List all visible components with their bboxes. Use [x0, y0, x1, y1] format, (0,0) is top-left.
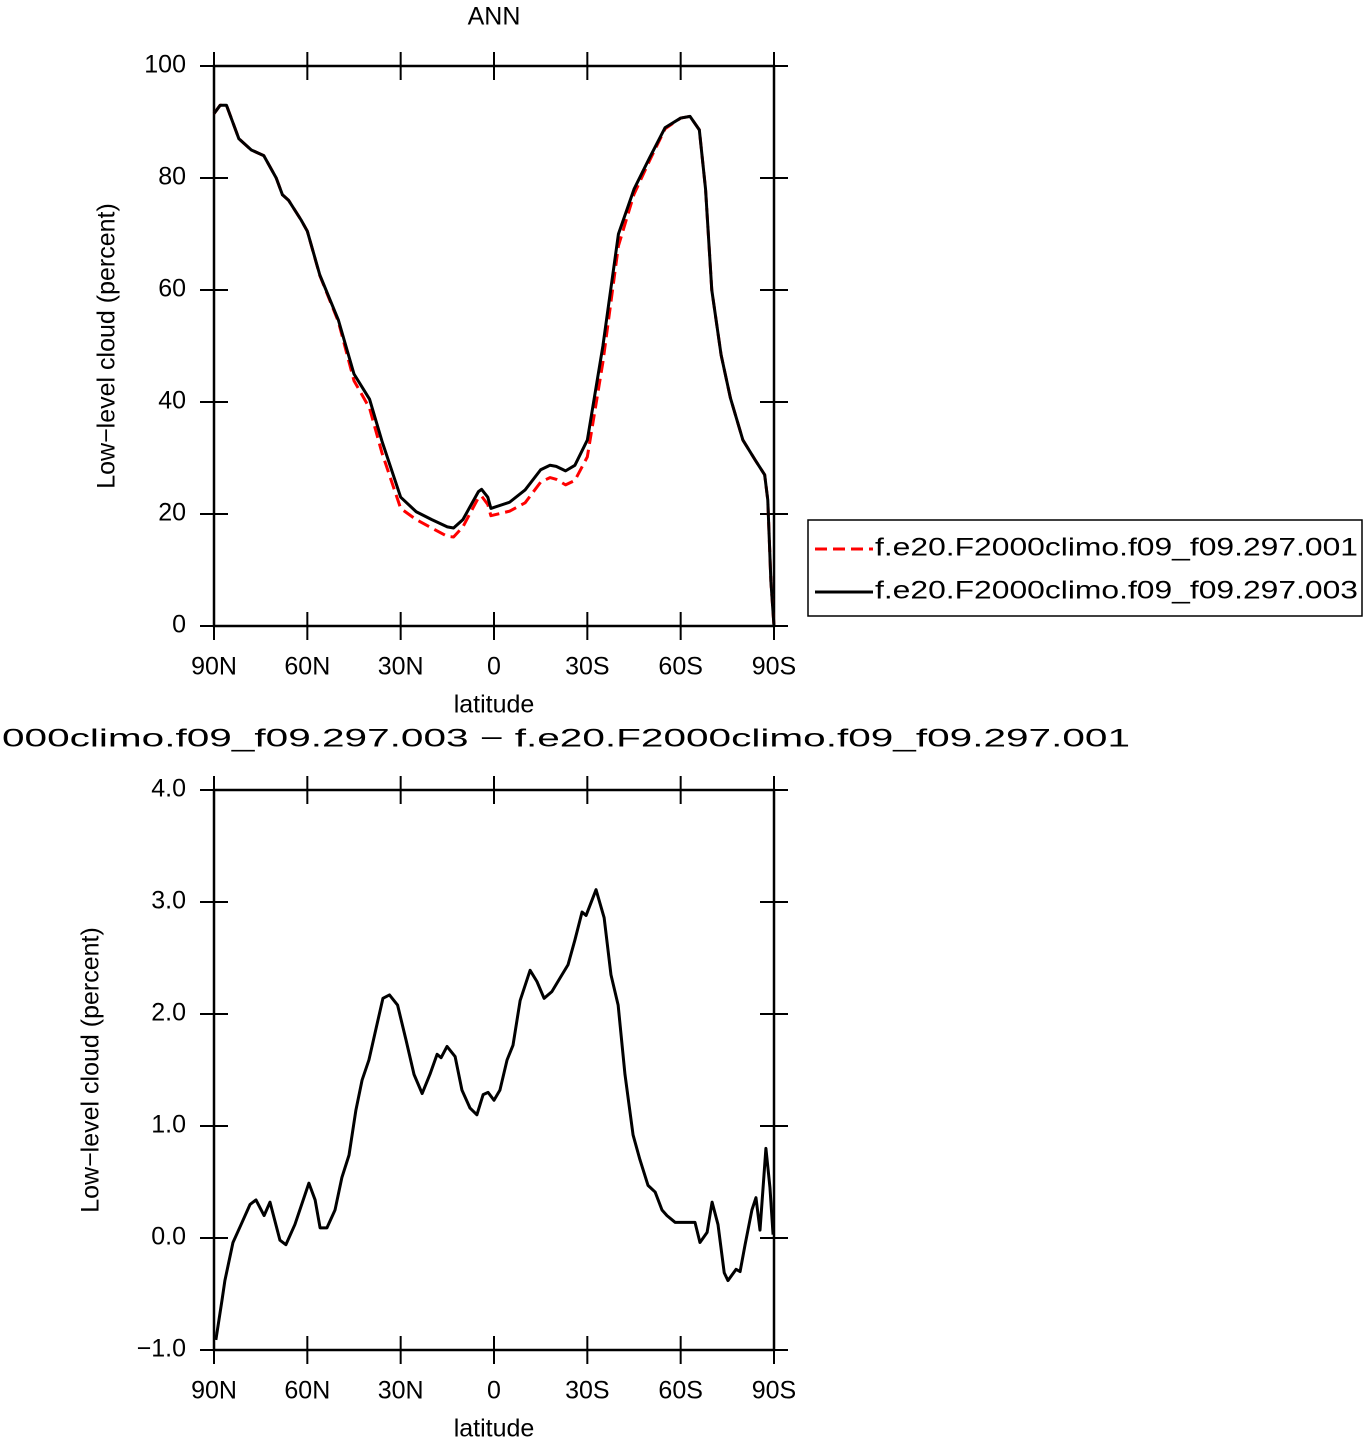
x-tick-label: 30N [378, 653, 424, 681]
y-axis-label: Low−level cloud (percent) [93, 203, 121, 489]
x-tick-label: 30N [378, 1377, 424, 1405]
y-tick-label: 3.0 [151, 887, 186, 915]
y-tick-label: 20 [158, 499, 186, 527]
x-tick-label: 60N [284, 1377, 330, 1405]
x-axis-label: latitude [454, 691, 535, 719]
x-tick-label: 90N [191, 1377, 237, 1405]
data-line [212, 103, 776, 627]
y-axis-label: Low−level cloud (percent) [77, 927, 105, 1213]
x-tick-label: 30S [565, 653, 609, 681]
x-tick-label: 60S [658, 1377, 702, 1405]
y-tick-label: 4.0 [151, 775, 186, 803]
x-tick-label: 0 [487, 653, 501, 681]
data-line [214, 888, 775, 1341]
x-tick-label: 30S [565, 1377, 609, 1405]
y-tick-label: 100 [144, 51, 186, 79]
x-tick-label: 90S [752, 1377, 796, 1405]
x-tick-label: 90S [752, 653, 796, 681]
y-tick-label: 0 [172, 611, 186, 639]
y-tick-label: 40 [158, 387, 186, 415]
x-tick-label: 0 [487, 1377, 501, 1405]
x-axis-label: latitude [454, 1415, 535, 1443]
x-tick-label: 60S [658, 653, 702, 681]
y-tick-label: 0.0 [151, 1223, 186, 1251]
plot-frame [212, 788, 776, 1352]
legend-label: f.e20.F2000climo.f09_f09.297.003 [875, 577, 1358, 605]
plot-frame [212, 64, 776, 628]
legend-box [807, 519, 1363, 617]
legend-label: f.e20.F2000climo.f09_f09.297.001 [875, 534, 1358, 562]
y-tick-label: 60 [158, 275, 186, 303]
y-tick-label: 2.0 [151, 999, 186, 1027]
x-tick-label: 60N [284, 653, 330, 681]
data-line [212, 103, 776, 627]
y-tick-label: −1.0 [137, 1335, 186, 1363]
y-tick-label: 1.0 [151, 1111, 186, 1139]
y-tick-label: 80 [158, 163, 186, 191]
x-tick-label: 90N [191, 653, 237, 681]
chart-title: ANN [468, 3, 521, 31]
chart-title: 000climo.f09_f09.297.003 − f.e20.F2000cl… [2, 725, 1130, 753]
